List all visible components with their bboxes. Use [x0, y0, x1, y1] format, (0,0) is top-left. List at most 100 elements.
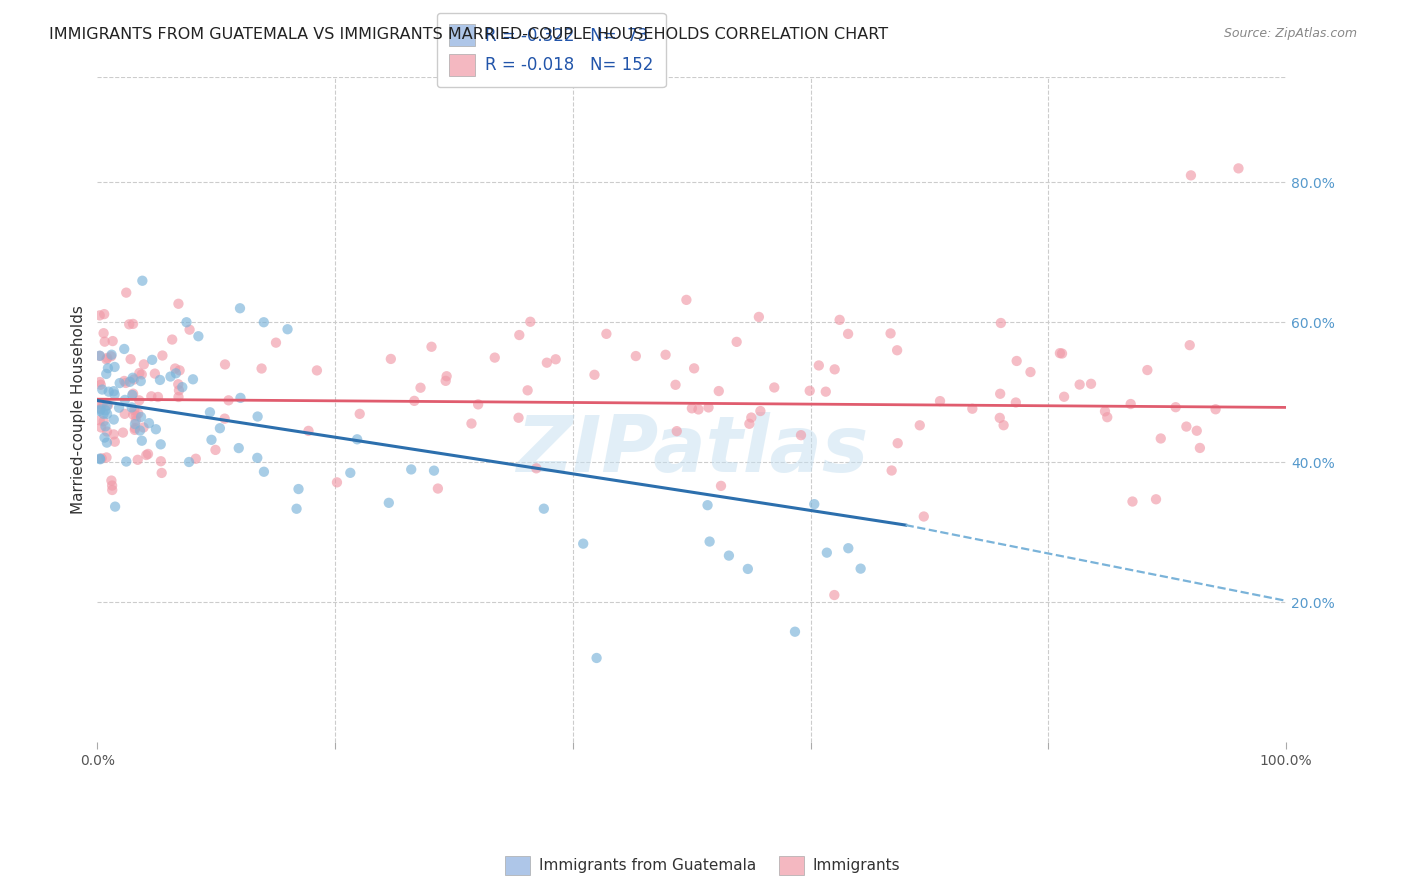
Point	[143, 367, 166, 381]
Point	[90, 377, 112, 392]
Point	[122, 408, 145, 422]
Point	[208, 421, 231, 435]
Point	[94, 419, 117, 434]
Point	[849, 561, 872, 575]
Point	[124, 403, 146, 417]
Point	[837, 541, 859, 556]
Point	[1205, 402, 1227, 417]
Text: IMMIGRANTS FROM GUATEMALA VS IMMIGRANTS MARRIED-COUPLE HOUSEHOLDS CORRELATION CH: IMMIGRANTS FROM GUATEMALA VS IMMIGRANTS …	[49, 27, 889, 42]
Point	[467, 397, 489, 411]
Point	[141, 389, 163, 403]
Point	[131, 274, 153, 288]
Point	[696, 498, 718, 512]
Point	[115, 285, 138, 300]
Point	[120, 352, 142, 367]
Point	[125, 414, 148, 428]
Point	[277, 322, 299, 336]
Point	[104, 359, 127, 374]
Point	[214, 411, 236, 425]
Point	[305, 363, 328, 377]
Point	[536, 356, 558, 370]
Point	[409, 381, 432, 395]
Point	[326, 475, 349, 490]
Point	[426, 482, 449, 496]
Point	[103, 427, 125, 442]
Point	[1119, 397, 1142, 411]
Point	[96, 407, 118, 421]
Point	[699, 534, 721, 549]
Point	[149, 373, 172, 387]
Point	[962, 401, 984, 416]
Point	[229, 301, 252, 316]
Point	[176, 315, 198, 329]
Point	[145, 422, 167, 436]
Point	[988, 386, 1011, 401]
Point	[101, 334, 124, 348]
Point	[100, 349, 122, 363]
Point	[1121, 494, 1143, 508]
Point	[91, 383, 114, 397]
Point	[177, 455, 200, 469]
Point	[89, 452, 111, 467]
Point	[121, 401, 143, 415]
Point	[114, 407, 136, 421]
Point	[149, 454, 172, 468]
Point	[1180, 169, 1202, 183]
Point	[112, 374, 135, 388]
Point	[912, 509, 935, 524]
Point	[89, 349, 111, 363]
Point	[707, 384, 730, 398]
Point	[879, 326, 901, 341]
Point	[138, 416, 160, 430]
Point	[1005, 395, 1028, 409]
Point	[100, 474, 122, 488]
Point	[1094, 404, 1116, 418]
Point	[665, 424, 688, 438]
Point	[533, 501, 555, 516]
Point	[200, 433, 222, 447]
Point	[96, 351, 118, 365]
Point	[460, 417, 482, 431]
Point	[93, 407, 115, 421]
Point	[172, 380, 194, 394]
Point	[124, 421, 146, 435]
Point	[737, 562, 759, 576]
Point	[1097, 410, 1119, 425]
Point	[124, 417, 146, 431]
Point	[103, 384, 125, 399]
Point	[1227, 161, 1250, 176]
Point	[93, 326, 115, 341]
Point	[993, 418, 1015, 433]
Point	[187, 329, 209, 343]
Point	[127, 407, 149, 421]
Point	[815, 546, 838, 560]
Point	[1049, 346, 1071, 360]
Point	[823, 588, 845, 602]
Point	[97, 398, 120, 412]
Point	[346, 432, 368, 446]
Point	[127, 452, 149, 467]
Point	[287, 482, 309, 496]
Point	[988, 410, 1011, 425]
Point	[508, 410, 530, 425]
Point	[585, 651, 607, 665]
Point	[929, 394, 952, 409]
Point	[1053, 390, 1076, 404]
Point	[131, 434, 153, 448]
Point	[101, 478, 124, 492]
Point	[763, 380, 786, 394]
Point	[136, 447, 159, 461]
Point	[297, 424, 319, 438]
Point	[93, 307, 115, 321]
Point	[167, 297, 190, 311]
Point	[204, 442, 226, 457]
Point	[423, 464, 446, 478]
Point	[97, 384, 120, 399]
Point	[118, 375, 141, 389]
Point	[688, 402, 710, 417]
Point	[246, 450, 269, 465]
Point	[828, 313, 851, 327]
Point	[1136, 363, 1159, 377]
Point	[167, 390, 190, 404]
Point	[96, 399, 118, 413]
